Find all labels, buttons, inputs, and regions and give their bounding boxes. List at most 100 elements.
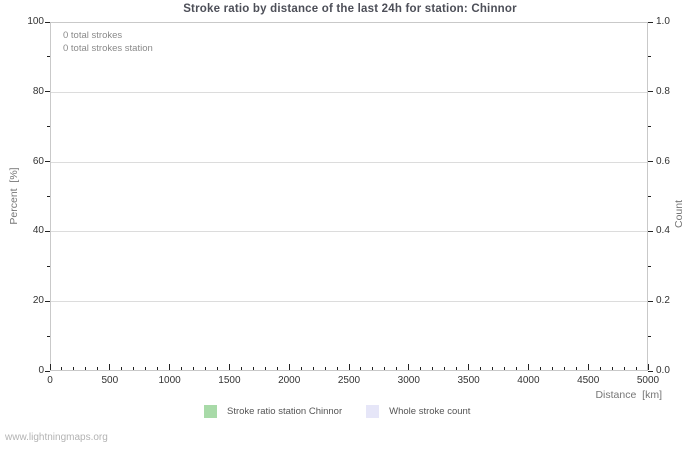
- x-axis-minor-tick: [252, 367, 254, 370]
- x-axis-tick-label: 1000: [158, 375, 181, 386]
- legend-label-stroke-ratio: Stroke ratio station Chinnor: [227, 406, 343, 417]
- gridline: [51, 161, 647, 163]
- x-axis-minor-tick: [539, 367, 541, 370]
- x-axis-tick: [288, 364, 290, 370]
- x-axis-minor-tick: [240, 367, 242, 370]
- x-axis-minor-tick: [121, 367, 123, 370]
- x-axis-minor-tick: [204, 367, 206, 370]
- gridline: [51, 91, 647, 93]
- x-axis-tick: [169, 364, 171, 370]
- x-axis-minor-tick: [193, 367, 195, 370]
- y-axis-right-tick: [648, 230, 653, 232]
- y-axis-left-tick: [45, 300, 50, 302]
- x-axis-minor-tick: [61, 367, 63, 370]
- x-axis-tick-label: 3500: [457, 375, 480, 386]
- x-axis-minor-tick: [133, 367, 135, 370]
- y-axis-right-minor-tick: [648, 126, 651, 128]
- stroke-ratio-swatch: [204, 405, 217, 418]
- x-axis-minor-tick: [492, 367, 494, 370]
- x-axis-minor-tick: [444, 367, 446, 370]
- x-axis-minor-tick: [563, 367, 565, 370]
- annotation-total-strokes: 0 total strokes: [63, 30, 123, 41]
- x-axis-minor-tick: [623, 367, 625, 370]
- whole-stroke-count-swatch: [366, 405, 380, 418]
- x-axis-minor-tick: [551, 367, 553, 370]
- x-axis-minor-tick: [372, 367, 374, 370]
- y-axis-label-count: Count: [673, 199, 685, 229]
- annotations: 0 total strokes 0 total strokes station: [63, 29, 153, 55]
- y-axis-right-tick-label: 0.2: [656, 295, 670, 307]
- y-axis-left-tick-label: 40: [32, 225, 44, 237]
- y-axis-right-tick: [648, 370, 653, 372]
- x-axis-minor-tick: [360, 367, 362, 370]
- x-axis-tick-label: 4500: [577, 375, 600, 386]
- y-axis-left-tick-label: 100: [27, 16, 44, 27]
- x-axis-tick-label: 5000: [636, 375, 660, 386]
- x-axis-tick-label: 4000: [517, 375, 540, 386]
- annotation-total-strokes-station: 0 total strokes station: [63, 43, 153, 54]
- x-axis-tick-label: 2000: [278, 375, 301, 386]
- x-axis-minor-tick: [181, 367, 183, 370]
- y-axis-right-tick-label: 0.8: [656, 85, 670, 97]
- x-axis-minor-tick: [157, 367, 159, 370]
- x-axis-minor-tick: [276, 367, 278, 370]
- y-axis-left-tick: [45, 21, 50, 23]
- x-axis-minor-tick: [396, 367, 398, 370]
- x-axis-minor-tick: [515, 367, 517, 370]
- x-axis-minor-tick: [145, 367, 147, 370]
- x-axis-minor-tick: [324, 367, 326, 370]
- x-axis-minor-tick: [216, 367, 218, 370]
- x-axis-tick-label: 0: [47, 375, 53, 386]
- y-axis-right-minor-tick: [648, 56, 651, 58]
- x-axis-minor-tick: [336, 367, 338, 370]
- y-axis-right-tick-label: 0.0: [656, 365, 670, 376]
- x-axis-minor-tick: [384, 367, 386, 370]
- chart-title: Stroke ratio by distance of the last 24h…: [183, 3, 517, 15]
- y-axis-left-minor-tick: [47, 126, 50, 128]
- x-axis-minor-tick: [432, 367, 434, 370]
- x-axis-tick: [527, 364, 529, 370]
- y-axis-right-minor-tick: [648, 335, 651, 337]
- y-axis-right-tick-label: 0.4: [656, 225, 670, 237]
- y-axis-left-tick: [45, 91, 50, 93]
- x-axis-tick: [468, 364, 470, 370]
- gridline: [51, 301, 647, 303]
- x-axis-minor-tick: [456, 367, 458, 370]
- x-axis-minor-tick: [300, 367, 302, 370]
- x-axis-minor-tick: [575, 367, 577, 370]
- x-axis-minor-tick: [503, 367, 505, 370]
- y-axis-right-tick: [648, 91, 653, 93]
- legend-item-whole-stroke-count: Whole stroke count: [366, 405, 470, 418]
- watermark: www.lightningmaps.org: [5, 432, 108, 443]
- y-axis-left-tick: [45, 161, 50, 163]
- x-axis-tick: [408, 364, 410, 370]
- x-axis-minor-tick: [73, 367, 75, 370]
- x-axis-minor-tick: [480, 367, 482, 370]
- y-axis-right-minor-tick: [648, 196, 651, 197]
- x-axis-minor-tick: [611, 367, 613, 370]
- x-axis-tick-label: 500: [101, 375, 119, 386]
- x-axis-minor-tick: [420, 367, 422, 370]
- x-axis-minor-tick: [599, 367, 601, 370]
- x-axis-tick: [647, 364, 649, 370]
- y-axis-right-tick-label: 0.6: [656, 155, 670, 167]
- y-axis-right-tick: [648, 21, 653, 23]
- y-axis-label-percent: Percent [%]: [8, 167, 20, 225]
- y-axis-left-tick-label: 20: [32, 295, 44, 307]
- y-axis-right-tick: [648, 161, 653, 163]
- legend: Stroke ratio station Chinnor Whole strok…: [204, 405, 470, 418]
- gridline: [51, 231, 647, 233]
- y-axis-left-minor-tick: [47, 196, 50, 197]
- y-axis-left-minor-tick: [47, 265, 50, 267]
- x-axis-tick: [109, 364, 111, 370]
- y-axis-left-tick: [45, 230, 50, 232]
- y-axis-left-tick: [45, 370, 50, 372]
- x-axis-tick: [49, 364, 51, 370]
- x-axis-minor-tick: [264, 367, 266, 370]
- y-axis-left-tick-label: 60: [32, 155, 44, 167]
- x-axis-tick: [587, 364, 589, 370]
- x-axis-label-distance: Distance [km]: [595, 389, 662, 401]
- legend-item-stroke-ratio: Stroke ratio station Chinnor: [204, 405, 342, 418]
- x-axis-minor-tick: [312, 367, 314, 370]
